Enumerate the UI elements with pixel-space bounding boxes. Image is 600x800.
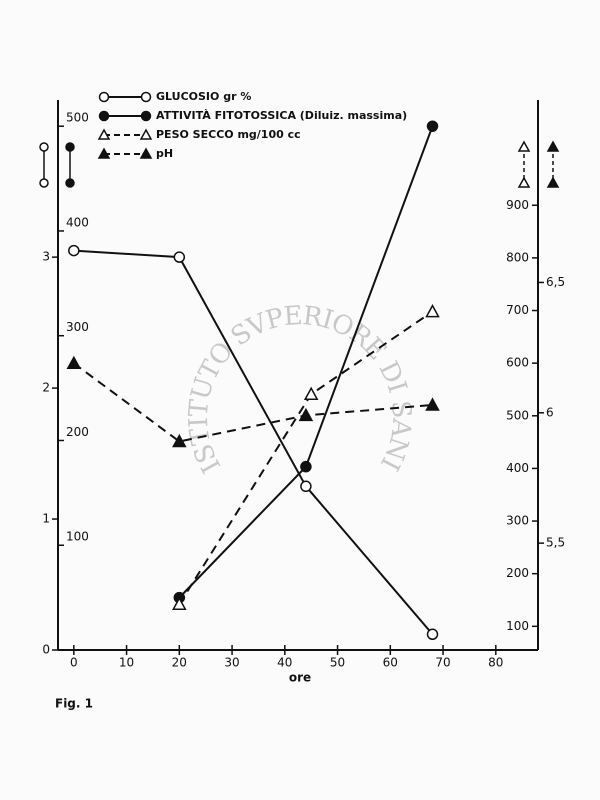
x-axis-label: ore <box>289 671 311 685</box>
y-tick-label: 900 <box>506 198 529 212</box>
marker <box>172 596 187 610</box>
axis-key-marker <box>546 140 560 152</box>
marker <box>425 397 440 411</box>
marker <box>426 628 439 641</box>
axis-key-marker <box>65 142 75 152</box>
x-tick-label: 10 <box>119 656 134 670</box>
x-tick-label: 40 <box>277 656 292 670</box>
marker <box>425 304 440 318</box>
y-tick-label: 400 <box>66 215 89 229</box>
axis-key-marker <box>39 178 49 188</box>
watermark-text: ISTITUTO SVPERIORE DI SANITÀ <box>0 0 416 478</box>
y-tick-label: 800 <box>506 250 529 264</box>
y-tick-label: 300 <box>66 320 89 334</box>
legend-marker <box>97 147 111 159</box>
marker <box>426 120 439 132</box>
watermark: ISTITUTO SVPERIORE DI SANITÀ <box>0 0 416 478</box>
y-tick-label: 1 <box>42 512 50 526</box>
y-tick-label: 6,5 <box>546 275 565 289</box>
marker <box>172 433 187 448</box>
x-tick-label: 80 <box>488 656 503 670</box>
y-tick-label: 6 <box>546 405 554 419</box>
x-tick-label: 60 <box>383 656 398 670</box>
y-tick-label: 500 <box>66 111 89 125</box>
axis-key-marker <box>517 176 531 188</box>
marker <box>66 355 82 370</box>
y-tick-label: 400 <box>506 461 529 475</box>
x-tick-label: 30 <box>224 656 239 670</box>
x-tick-label: 0 <box>70 656 78 670</box>
y-tick-label: 300 <box>506 514 529 528</box>
y-tick-label: 2 <box>42 381 50 395</box>
legend-label: GLUCOSIO gr % <box>156 90 251 103</box>
y-tick-label: 600 <box>506 356 529 370</box>
y-tick-label: 3 <box>42 250 50 264</box>
marker <box>298 407 314 422</box>
legend-marker <box>139 147 153 159</box>
marker <box>173 251 186 263</box>
axis-key-marker <box>65 178 75 188</box>
legend-marker <box>140 110 152 122</box>
legend-marker <box>97 128 111 140</box>
series-line <box>73 362 433 443</box>
marker <box>300 460 312 473</box>
legend-marker <box>98 91 110 103</box>
y-tick-label: 700 <box>506 303 529 317</box>
legend-label: PESO SECCO mg/100 cc <box>156 128 301 141</box>
y-tick-label: 0 <box>42 643 50 657</box>
legend-label: ATTIVITÀ FITOTOSSICA (Diluiz. massima) <box>156 109 407 122</box>
y-tick-label: 500 <box>506 408 529 422</box>
axis-key-marker <box>39 142 49 152</box>
legend-label: pH <box>156 147 173 160</box>
y-tick-label: 200 <box>66 425 89 439</box>
y-tick-label: 100 <box>66 530 89 544</box>
x-tick-label: 50 <box>330 656 345 670</box>
caption: Fig. 1 <box>55 697 93 711</box>
x-tick-label: 20 <box>172 656 187 670</box>
legend-marker <box>139 128 153 140</box>
marker <box>68 244 80 257</box>
series-line <box>73 249 434 635</box>
marker <box>300 480 312 493</box>
y-tick-label: 200 <box>506 566 529 580</box>
legend-marker <box>140 91 152 103</box>
y-tick-label: 100 <box>506 619 529 633</box>
axis-key-marker <box>517 140 531 152</box>
marker <box>303 386 319 400</box>
axis-key-marker <box>546 176 560 188</box>
y-tick-label: 5,5 <box>546 536 565 550</box>
legend-marker <box>98 110 110 122</box>
x-tick-label: 70 <box>435 656 450 670</box>
